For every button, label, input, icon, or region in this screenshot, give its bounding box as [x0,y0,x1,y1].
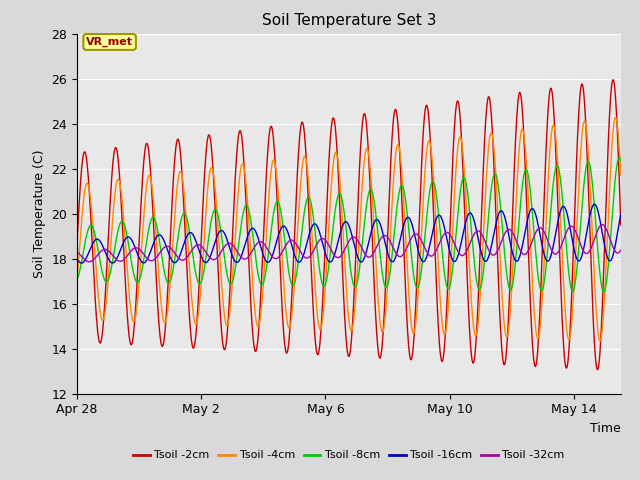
Tsoil -2cm [609,77,617,83]
Tsoil -8cm [447,281,454,287]
Y-axis label: Soil Temperature (C): Soil Temperature (C) [33,149,45,278]
Line: Tsoil -2cm: Tsoil -2cm [77,80,621,370]
Tsoil -16cm [617,212,625,217]
Tsoil -8cm [129,264,136,270]
Tsoil -8cm [73,277,81,283]
Tsoil -4cm [293,241,301,247]
Tsoil -4cm [611,115,619,120]
Line: Tsoil -4cm: Tsoil -4cm [77,118,621,341]
Tsoil -32cm [598,222,606,228]
Tsoil -16cm [294,258,301,264]
Tsoil -32cm [73,249,81,255]
Tsoil -8cm [497,209,505,215]
Tsoil -4cm [596,338,604,344]
Tsoil -8cm [600,289,608,295]
Tsoil -2cm [507,259,515,265]
Tsoil -8cm [615,155,623,160]
Tsoil -4cm [617,172,625,178]
Tsoil -2cm [129,339,136,345]
Line: Tsoil -8cm: Tsoil -8cm [77,157,621,292]
Tsoil -32cm [86,259,93,264]
Tsoil -2cm [617,222,625,228]
Tsoil -2cm [447,215,454,221]
Tsoil -16cm [313,223,321,228]
Tsoil -32cm [617,247,625,253]
Tsoil -4cm [73,281,81,287]
Tsoil -4cm [507,301,515,307]
Tsoil -16cm [508,245,515,251]
Tsoil -2cm [312,348,320,353]
Tsoil -4cm [312,302,320,308]
Tsoil -16cm [447,253,455,259]
Line: Tsoil -16cm: Tsoil -16cm [77,204,621,263]
Legend: Tsoil -2cm, Tsoil -4cm, Tsoil -8cm, Tsoil -16cm, Tsoil -32cm: Tsoil -2cm, Tsoil -4cm, Tsoil -8cm, Tsoi… [129,446,569,465]
X-axis label: Time: Time [590,422,621,435]
Tsoil -32cm [313,241,321,247]
Tsoil -8cm [617,158,625,164]
Tsoil -4cm [497,273,505,278]
Tsoil -8cm [507,287,515,293]
Tsoil -32cm [129,246,137,252]
Title: Soil Temperature Set 3: Soil Temperature Set 3 [262,13,436,28]
Tsoil -16cm [591,201,598,207]
Tsoil -16cm [78,260,86,266]
Tsoil -32cm [508,228,515,234]
Tsoil -32cm [294,243,301,249]
Tsoil -2cm [593,367,601,372]
Text: VR_met: VR_met [86,37,133,47]
Tsoil -32cm [498,239,506,244]
Tsoil -16cm [73,255,81,261]
Tsoil -8cm [293,270,301,276]
Tsoil -32cm [447,233,455,239]
Tsoil -2cm [293,181,301,187]
Tsoil -4cm [447,272,454,277]
Tsoil -16cm [498,208,506,214]
Tsoil -2cm [497,334,505,340]
Tsoil -16cm [129,240,137,245]
Tsoil -8cm [312,240,320,246]
Tsoil -4cm [129,316,136,322]
Tsoil -2cm [73,244,81,250]
Line: Tsoil -32cm: Tsoil -32cm [77,225,621,262]
